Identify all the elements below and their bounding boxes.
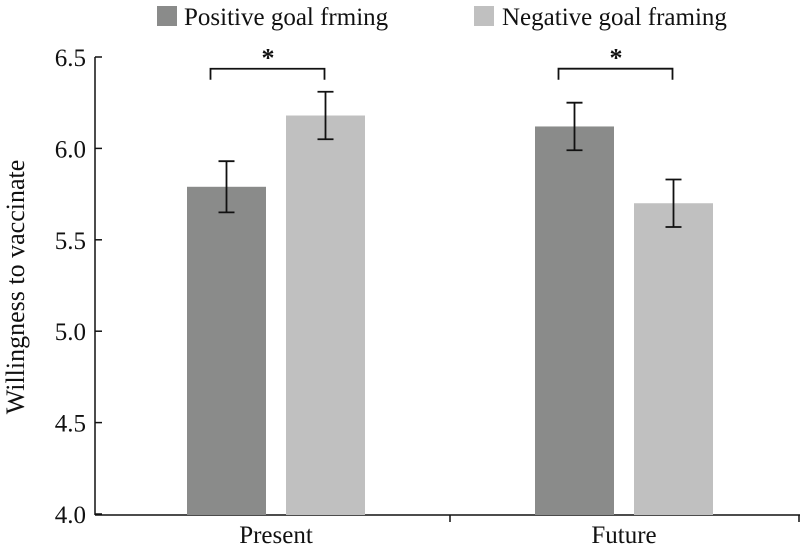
error-bar — [665, 178, 682, 228]
error-bar — [566, 101, 583, 152]
bar-future-positive — [535, 126, 614, 516]
legend-swatch-negative — [474, 6, 494, 26]
y-tick-label: 4.5 — [55, 411, 86, 438]
x-tick-label-present: Present — [239, 522, 313, 547]
bar-present-positive — [187, 186, 266, 515]
bar-future-negative — [634, 203, 713, 516]
bar-present-negative — [286, 115, 365, 515]
y-tick-label: 5.0 — [55, 319, 86, 346]
y-tick-label: 6.5 — [55, 45, 86, 72]
significance-bracket — [209, 67, 326, 80]
significance-marker: * — [262, 44, 275, 73]
y-tick-label: 4.0 — [55, 502, 86, 529]
error-bar — [317, 90, 334, 141]
y-tick-label: 6.0 — [55, 136, 86, 163]
legend-label-positive: Positive goal frming — [184, 4, 389, 31]
x-tick-labels: Present Future — [239, 522, 656, 549]
significance-marker: * — [610, 44, 623, 73]
significance-bracket — [557, 67, 674, 80]
legend: Positive goal frming Negative goal frami… — [157, 4, 727, 31]
error-bar — [218, 160, 235, 214]
bars: * * — [187, 44, 713, 516]
legend-label-negative: Negative goal framing — [502, 4, 727, 31]
legend-swatch-positive — [157, 6, 177, 26]
x-tick-label-future: Future — [591, 522, 656, 547]
y-axis-label: Willingness to vaccinate — [1, 160, 30, 415]
y-tick-label: 5.5 — [55, 228, 86, 255]
